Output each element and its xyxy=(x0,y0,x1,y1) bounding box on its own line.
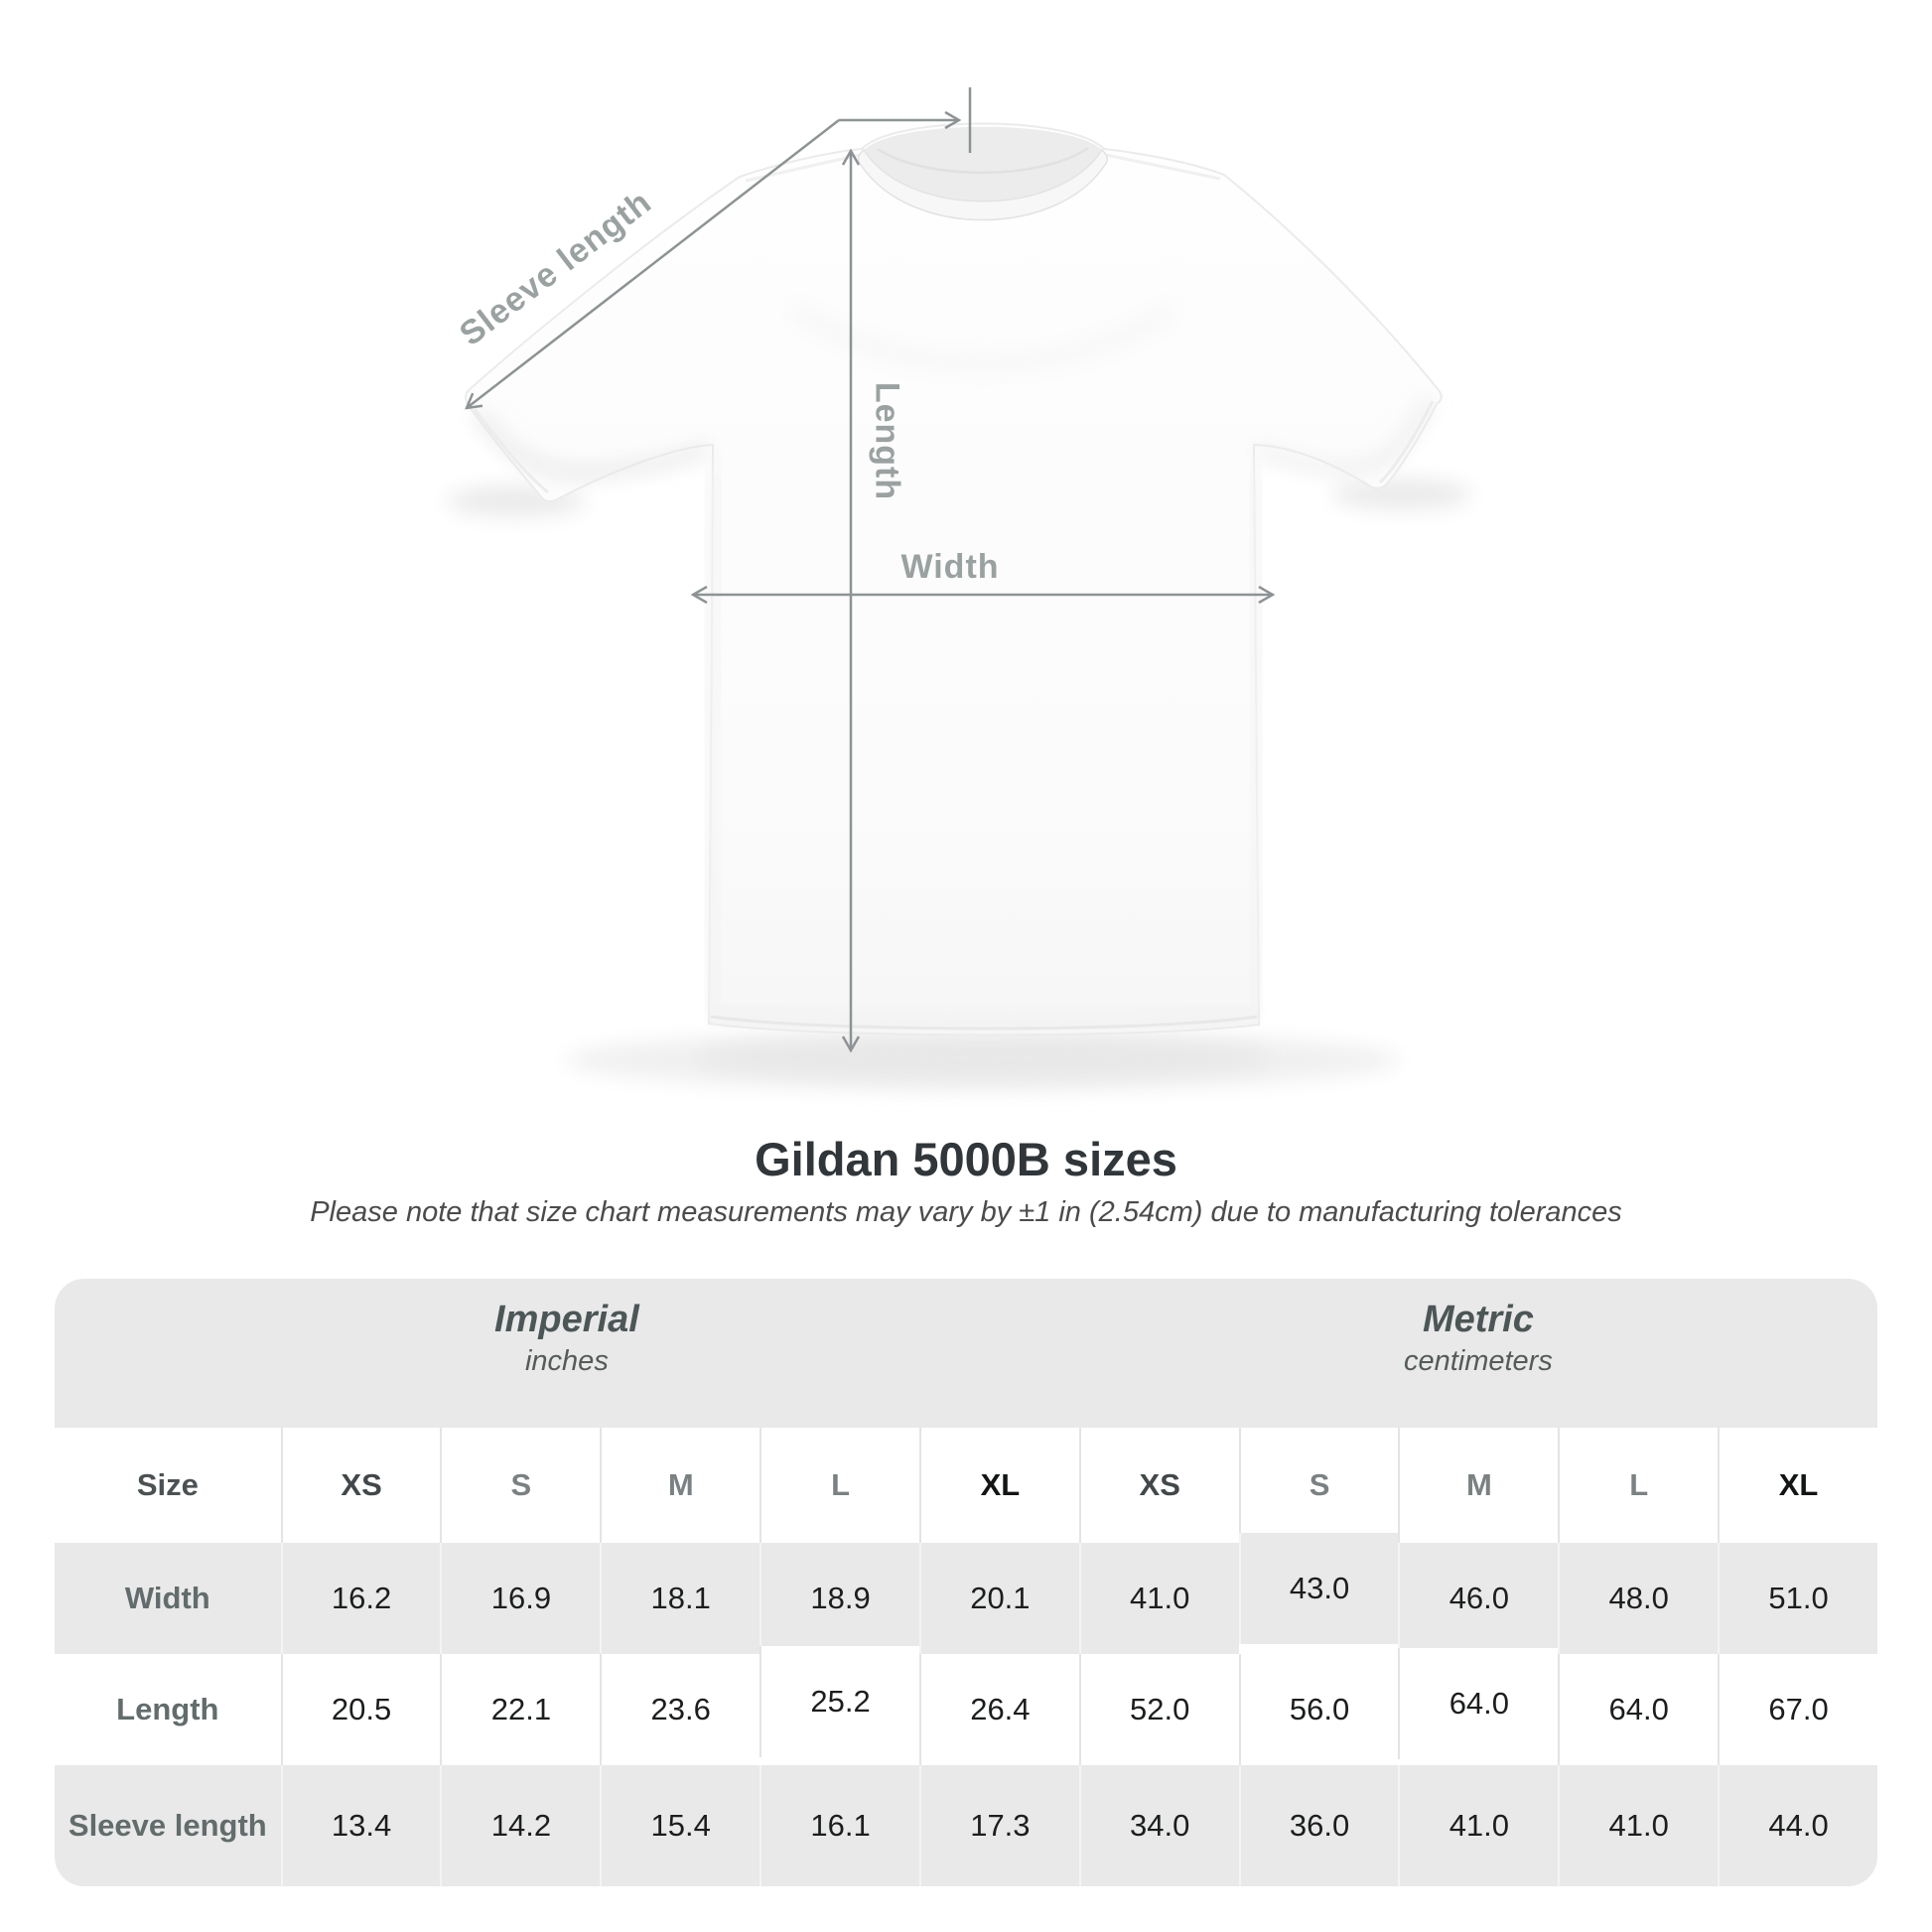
imperial-label: Imperial xyxy=(494,1299,639,1340)
size-value-cell: 18.1 xyxy=(600,1543,760,1654)
size-value-cell: 64.0 xyxy=(1398,1648,1559,1759)
row-label-length: Length xyxy=(55,1654,281,1765)
unit-group-row: Imperial inches Metric centimeters xyxy=(55,1279,1877,1428)
imperial-group-header: Imperial inches xyxy=(55,1279,1079,1428)
imperial-unit-label: inches xyxy=(524,1345,609,1377)
size-value-cell: 16.2 xyxy=(280,1543,441,1654)
sleeve-length-arrow-diagonal xyxy=(467,119,840,408)
size-value-cell: 16.9 xyxy=(440,1543,601,1654)
size-value-cell: 14.2 xyxy=(440,1765,601,1886)
size-value-cell: 52.0 xyxy=(1078,1654,1239,1765)
size-value-cell: 64.0 xyxy=(1558,1654,1719,1765)
length-label: Length xyxy=(868,381,906,501)
table-row-width: Width 16.2 16.9 18.1 18.9 20.1 41.0 43.0… xyxy=(55,1533,1877,1654)
table-row-length: Length 20.5 22.1 23.6 25.2 26.4 52.0 56.… xyxy=(55,1646,1877,1765)
size-value-cell: 67.0 xyxy=(1718,1654,1877,1765)
header-imperial-xl: XL xyxy=(918,1428,1079,1543)
metric-unit-label: centimeters xyxy=(1403,1345,1553,1377)
size-value-cell: 41.0 xyxy=(1078,1543,1239,1654)
tolerance-note: Please note that size chart measurements… xyxy=(310,1196,1622,1228)
size-value-cell: 46.0 xyxy=(1398,1543,1559,1654)
size-value-cell: 20.5 xyxy=(280,1654,441,1765)
header-metric-xs: XS xyxy=(1078,1428,1239,1543)
metric-label: Metric xyxy=(1422,1299,1534,1340)
size-value-cell: 16.1 xyxy=(759,1765,919,1886)
size-value-cell: 23.6 xyxy=(600,1654,760,1765)
row-label-width: Width xyxy=(55,1543,281,1654)
size-value-cell: 15.4 xyxy=(600,1765,760,1886)
measurement-arrows xyxy=(467,87,1273,1050)
size-value-cell: 36.0 xyxy=(1238,1765,1399,1886)
size-value-cell: 41.0 xyxy=(1398,1765,1559,1886)
size-value-cell: 48.0 xyxy=(1558,1543,1719,1654)
size-table: Imperial inches Metric centimeters Size … xyxy=(55,1279,1877,1886)
table-row-sleeve-length: Sleeve length 13.4 14.2 15.4 16.1 17.3 3… xyxy=(55,1765,1877,1886)
header-imperial-s: S xyxy=(440,1428,601,1543)
size-value-cell: 34.0 xyxy=(1078,1765,1239,1886)
size-value-cell: 26.4 xyxy=(918,1654,1079,1765)
size-value-cell: 17.3 xyxy=(918,1765,1079,1886)
size-value-cell: 20.1 xyxy=(918,1543,1079,1654)
size-value-cell: 56.0 xyxy=(1238,1654,1399,1765)
size-column-header: Size xyxy=(55,1428,281,1543)
row-label-sleeve-length: Sleeve length xyxy=(55,1765,281,1886)
size-value-cell: 18.9 xyxy=(759,1543,919,1654)
tshirt-graphic xyxy=(465,122,1443,1036)
size-value-cell: 41.0 xyxy=(1558,1765,1719,1886)
header-imperial-m: M xyxy=(600,1428,760,1543)
size-value-cell: 44.0 xyxy=(1718,1765,1877,1886)
metric-group-header: Metric centimeters xyxy=(1078,1279,1877,1428)
size-value-cell: 43.0 xyxy=(1238,1533,1399,1644)
size-header-row: Size XS S M L XL XS S M L XL xyxy=(55,1428,1877,1543)
header-metric-m: M xyxy=(1398,1428,1559,1543)
tshirt-collar xyxy=(857,126,1109,221)
header-metric-s: S xyxy=(1238,1428,1399,1543)
page-title: Gildan 5000B sizes xyxy=(755,1133,1177,1185)
header-imperial-l: L xyxy=(759,1428,919,1543)
header-metric-l: L xyxy=(1558,1428,1719,1543)
size-value-cell: 22.1 xyxy=(440,1654,601,1765)
size-value-cell: 25.2 xyxy=(759,1646,919,1757)
header-imperial-xs: XS xyxy=(280,1428,441,1543)
width-label: Width xyxy=(900,548,1000,586)
tshirt-shadow xyxy=(447,479,1471,1090)
size-value-cell: 51.0 xyxy=(1718,1543,1877,1654)
size-value-cell: 13.4 xyxy=(280,1765,441,1886)
header-metric-xl: XL xyxy=(1718,1428,1877,1543)
